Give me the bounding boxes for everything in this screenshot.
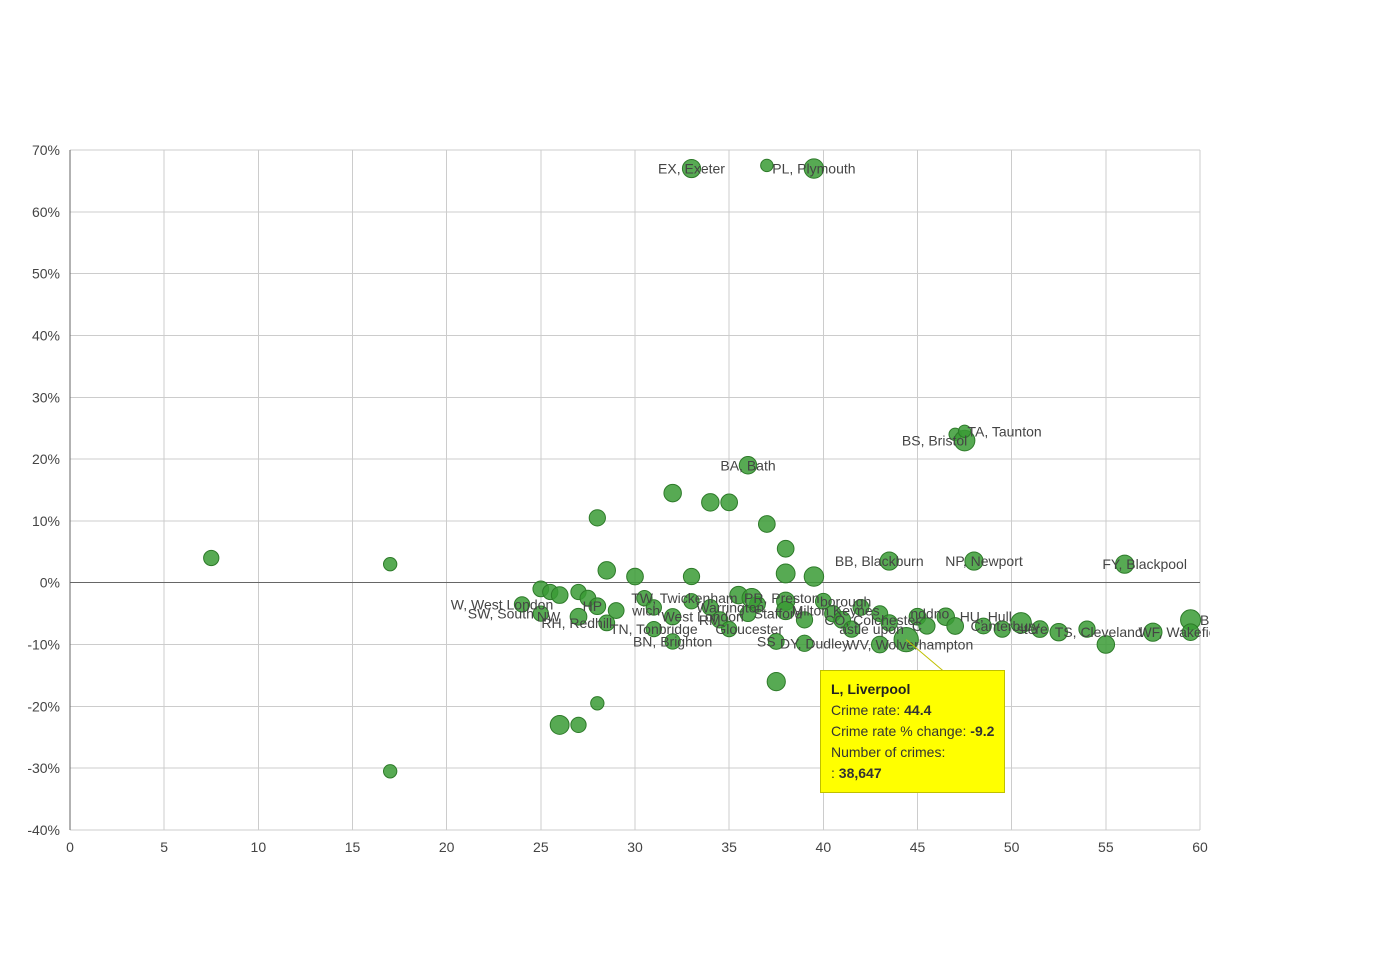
svg-text:0%: 0% xyxy=(40,575,60,591)
bubble[interactable] xyxy=(777,540,794,557)
svg-text:10: 10 xyxy=(251,839,267,855)
tooltip-title: L, Liverpool xyxy=(831,679,994,700)
bubble[interactable] xyxy=(204,550,219,565)
svg-text:20%: 20% xyxy=(32,451,60,467)
chart-container: 0 5 10 15 20 25 30 35 40 45 50 55 60 -40% -30% -20% -10%… xyxy=(10,140,1210,865)
svg-text:0: 0 xyxy=(66,839,74,855)
svg-text:35: 35 xyxy=(721,839,737,855)
svg-text:-40%: -40% xyxy=(27,822,60,838)
bubble[interactable] xyxy=(383,558,396,571)
tooltip-row: Crime rate % change: -9.2 xyxy=(831,721,994,742)
bubble[interactable] xyxy=(767,673,785,691)
bubble-label: TS, Cleveland xyxy=(1055,624,1143,640)
bubble-label: BD, Br xyxy=(1200,612,1210,628)
svg-text:55: 55 xyxy=(1098,839,1114,855)
bubble[interactable] xyxy=(683,568,699,584)
svg-text:10%: 10% xyxy=(32,513,60,529)
tooltip: L, Liverpool Crime rate: 44.4 Crime rate… xyxy=(820,670,1005,793)
bubble-label: BB, Blackburn xyxy=(835,553,924,569)
svg-text:50: 50 xyxy=(1004,839,1020,855)
svg-text:-20%: -20% xyxy=(27,698,60,714)
svg-text:25: 25 xyxy=(533,839,549,855)
bubble[interactable] xyxy=(551,587,568,604)
tooltip-label: Crime rate: xyxy=(831,702,904,718)
bubble-label: WV, Wolverhampton xyxy=(846,637,973,653)
bubble[interactable] xyxy=(550,715,569,734)
tooltip-label: Crime rate % change: xyxy=(831,723,970,739)
svg-text:60%: 60% xyxy=(32,204,60,220)
bubble-label: RH, Redhill xyxy=(541,615,612,631)
svg-text:50%: 50% xyxy=(32,266,60,282)
svg-text:45: 45 xyxy=(910,839,926,855)
bubble-label: EX, Exeter xyxy=(658,161,725,177)
bubble-label: SW, South xyxy=(468,606,534,622)
svg-text:20: 20 xyxy=(439,839,455,855)
bubble[interactable] xyxy=(627,568,644,585)
svg-text:30%: 30% xyxy=(32,389,60,405)
bubble[interactable] xyxy=(383,765,396,778)
bubble[interactable] xyxy=(804,567,823,586)
bubble-label: FY, Blackpool xyxy=(1102,556,1187,572)
bubble-label: BN, Brighton xyxy=(633,633,712,649)
bubble[interactable] xyxy=(664,484,681,501)
svg-text:60: 60 xyxy=(1192,839,1208,855)
tooltip-row: Crime rate: 44.4 xyxy=(831,700,994,721)
bubble[interactable] xyxy=(702,494,719,511)
tooltip-row: Number of crimes: xyxy=(831,742,994,763)
svg-text:70%: 70% xyxy=(32,142,60,158)
bubble-label: C xyxy=(912,618,922,634)
bubble[interactable] xyxy=(758,516,775,533)
bubble-label: TA, Taunton xyxy=(967,423,1041,439)
bubble[interactable] xyxy=(571,717,586,732)
svg-text:-30%: -30% xyxy=(27,760,60,776)
bubble[interactable] xyxy=(589,510,605,526)
bubble-label: SS xyxy=(757,633,776,649)
bubble[interactable] xyxy=(761,159,773,171)
svg-text:30: 30 xyxy=(627,839,643,855)
bubble[interactable] xyxy=(776,564,795,583)
bubble-label: PL, Plymouth xyxy=(772,161,855,177)
bubble[interactable] xyxy=(721,494,738,511)
tooltip-value: 44.4 xyxy=(904,702,931,718)
bubble-label: astle upon xyxy=(839,621,904,637)
tooltip-row: : 38,647 xyxy=(831,763,994,784)
bubble-label: DY, Dudley xyxy=(780,635,849,651)
bubble-label: stere xyxy=(1017,621,1048,637)
bubble-label: BA, Bath xyxy=(720,457,775,473)
svg-text:5: 5 xyxy=(160,839,168,855)
bubble-chart: 0 5 10 15 20 25 30 35 40 45 50 55 60 -40% -30% -20% -10%… xyxy=(10,140,1210,860)
bubble-label: NP, Newport xyxy=(945,553,1023,569)
tooltip-label: Number of crimes: xyxy=(831,744,945,760)
bubble-label: BS, Bristol xyxy=(902,433,967,449)
svg-text:-10%: -10% xyxy=(27,637,60,653)
bubble-label: HP xyxy=(583,598,602,614)
bubble[interactable] xyxy=(598,562,615,579)
tooltip-value: 38,647 xyxy=(839,765,882,781)
tooltip-label: : xyxy=(831,765,839,781)
svg-text:15: 15 xyxy=(345,839,361,855)
bubble[interactable] xyxy=(591,697,604,710)
tooltip-value: -9.2 xyxy=(970,723,994,739)
svg-text:40: 40 xyxy=(816,839,832,855)
svg-text:40%: 40% xyxy=(32,327,60,343)
